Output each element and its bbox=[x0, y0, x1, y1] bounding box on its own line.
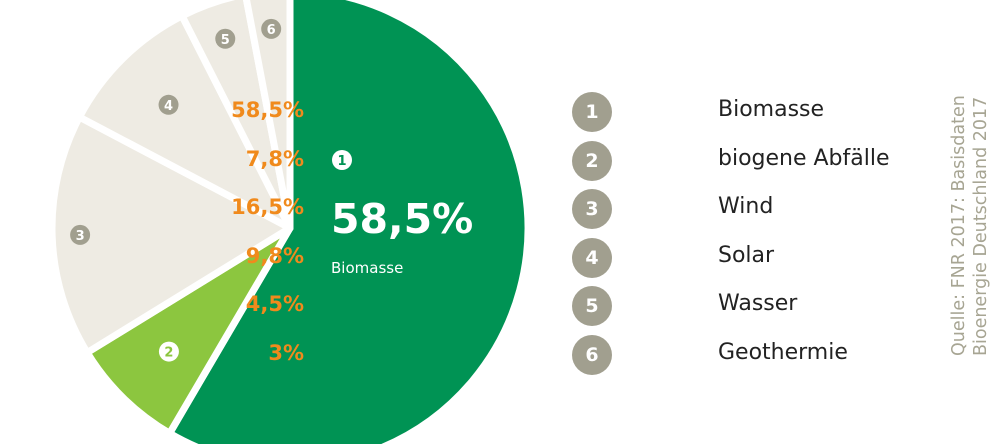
legend-percent: 3% bbox=[268, 340, 304, 365]
legend-percent: 4,5% bbox=[245, 292, 304, 316]
slice-marker-label: 2 bbox=[164, 346, 173, 361]
pie-slice bbox=[75, 12, 294, 232]
legend-label: Wasser bbox=[718, 291, 798, 316]
slice-marker bbox=[158, 341, 179, 362]
legend-marker: 5 bbox=[572, 286, 612, 326]
legend-percent: 16,5% bbox=[231, 195, 304, 219]
slice-marker-label: 6 bbox=[267, 23, 276, 38]
source-note: Quelle: FNR 2017: Basisdaten Bioenergie … bbox=[948, 95, 992, 356]
pie-slice bbox=[48, 113, 294, 357]
slice-marker bbox=[261, 18, 282, 39]
legend-label: Biomasse bbox=[718, 97, 825, 122]
legend-label: biogene Abfälle bbox=[718, 145, 890, 171]
legend-percent: 58,5% bbox=[231, 98, 304, 122]
legend-marker: 3 bbox=[572, 189, 612, 229]
pie-slice bbox=[166, 0, 532, 444]
source-line: Bioenergie Deutschland 2017 bbox=[971, 96, 991, 356]
slice-marker-label: 4 bbox=[164, 99, 173, 114]
callout-marker bbox=[332, 150, 352, 170]
slice-marker-label: 5 bbox=[221, 33, 230, 48]
slice-marker bbox=[70, 224, 91, 245]
slice-marker bbox=[215, 28, 236, 49]
legend-label: Geothermie bbox=[718, 339, 848, 365]
legend-percent: 7,8% bbox=[245, 146, 304, 171]
pie-slice bbox=[242, 0, 294, 232]
pie-slices bbox=[48, 0, 532, 444]
legend-marker: 6 bbox=[572, 334, 612, 375]
slice-marker bbox=[158, 94, 179, 115]
source-line: Quelle: FNR 2017: Basisdaten bbox=[949, 95, 969, 356]
slice-marker-label: 3 bbox=[76, 229, 85, 244]
legend-label: Wind bbox=[718, 194, 774, 219]
callout-value: 58,5% bbox=[331, 195, 473, 243]
legend-label: Solar bbox=[718, 242, 775, 268]
pie-slice bbox=[178, 0, 294, 232]
legend-percent: 9,8% bbox=[245, 243, 304, 268]
callout-label: Biomasse bbox=[331, 259, 403, 277]
legend-marker: 2 bbox=[572, 140, 612, 181]
legend-marker: 1 bbox=[572, 92, 612, 132]
pie-slice bbox=[83, 224, 294, 437]
callout-marker-label: 1 bbox=[337, 154, 346, 169]
legend-marker: 4 bbox=[572, 237, 612, 278]
